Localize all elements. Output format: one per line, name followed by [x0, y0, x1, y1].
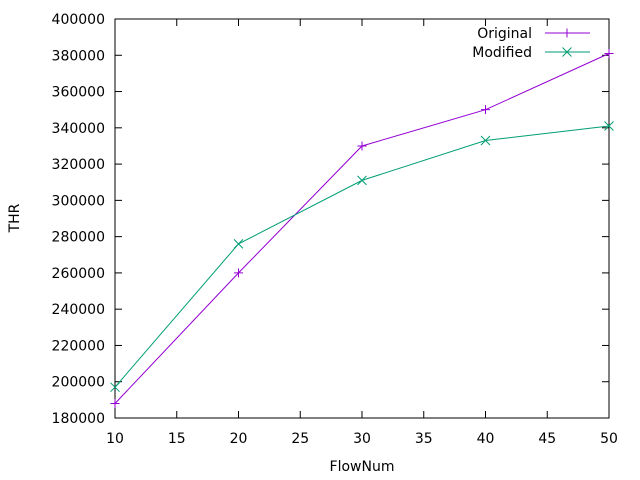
- legend-label-original: Original: [477, 26, 532, 42]
- data-point-modified: [604, 121, 614, 131]
- series-line-modified: [114, 125, 610, 388]
- y-tick-label: 240000: [52, 302, 105, 318]
- legend-marker-original: [562, 28, 572, 38]
- y-tick-label: 340000: [52, 121, 105, 137]
- y-tick-label: 180000: [52, 411, 105, 427]
- data-point-modified: [480, 135, 491, 146]
- data-point-modified: [110, 382, 120, 393]
- data-point-modified: [233, 239, 244, 249]
- y-tick-label: 220000: [52, 338, 105, 354]
- y-tick-label: 320000: [52, 157, 105, 173]
- legend-label-modified: Modified: [472, 45, 532, 61]
- x-tick-label: 25: [291, 431, 309, 447]
- series-layer: [110, 48, 614, 408]
- y-axis: 180000 200000 220000 240000 260000 280000 3000…: [52, 12, 609, 427]
- x-tick-label: 15: [168, 431, 186, 447]
- x-tick-label: 50: [600, 431, 618, 447]
- data-point-original: [481, 105, 490, 115]
- y-tick-label: 360000: [52, 85, 105, 101]
- x-tick-label: 30: [353, 431, 371, 447]
- y-tick-label: 300000: [52, 193, 105, 209]
- y-tick-label: 280000: [52, 230, 105, 246]
- series-modified: [110, 121, 614, 393]
- plot-frame: [114, 18, 610, 419]
- data-point-original: [604, 48, 614, 58]
- data-point-original: [234, 268, 243, 278]
- data-point-original: [110, 398, 120, 408]
- data-point-modified: [357, 175, 367, 186]
- x-tick-label: 35: [415, 431, 433, 447]
- x-axis-label: FlowNum: [330, 459, 395, 475]
- x-tick-label: 40: [477, 431, 495, 447]
- x-axis: 10 15 20 25 30 35 40 45 50: [106, 19, 618, 447]
- x-tick-label: 20: [230, 431, 248, 447]
- x-tick-label: 45: [538, 431, 556, 447]
- y-tick-label: 200000: [52, 375, 105, 391]
- y-axis-label: THR: [7, 203, 23, 233]
- series-original: [110, 48, 614, 408]
- legend-marker-modified: [562, 47, 572, 57]
- y-tick-label: 380000: [52, 48, 105, 64]
- series-line-original: [114, 53, 610, 404]
- y-tick-label: 260000: [52, 266, 105, 282]
- data-point-original: [357, 141, 367, 151]
- x-tick-label: 10: [106, 431, 124, 447]
- y-tick-label: 400000: [52, 12, 105, 28]
- legend: Original Modified: [472, 26, 590, 61]
